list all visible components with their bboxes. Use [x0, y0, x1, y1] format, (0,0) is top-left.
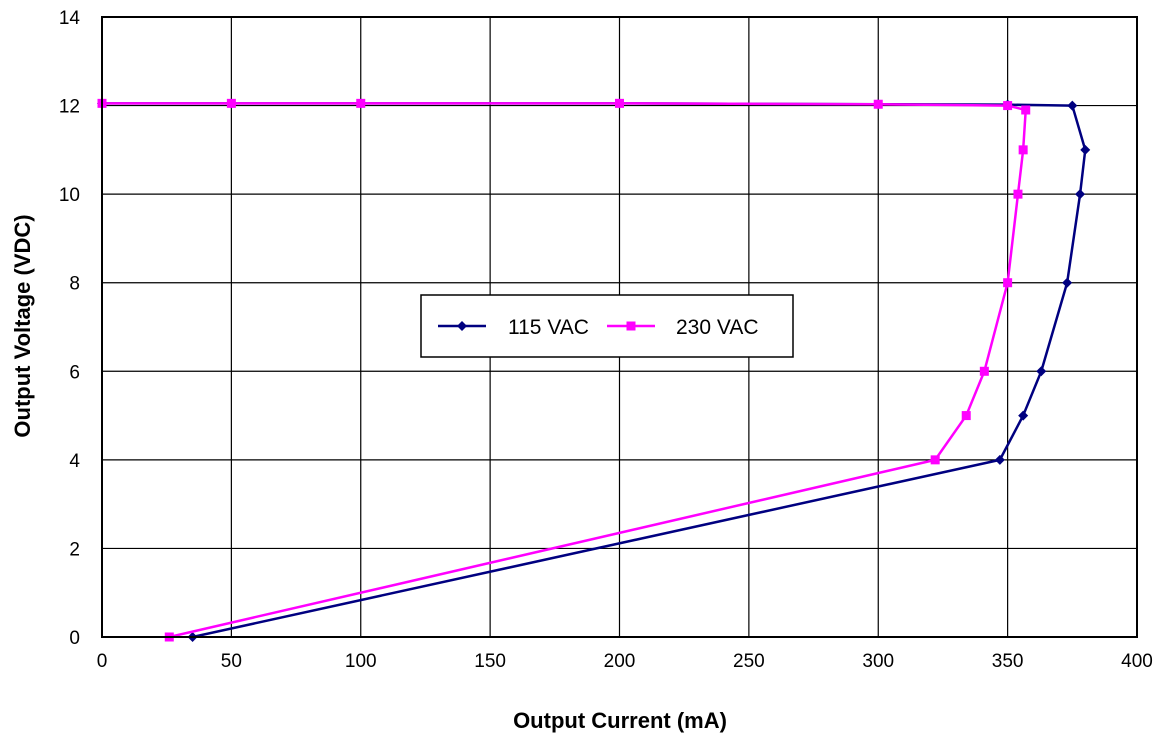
- data-point: [226, 98, 236, 108]
- x-tick-label: 150: [474, 651, 506, 672]
- data-point: [1018, 145, 1028, 155]
- data-point: [1021, 105, 1031, 115]
- x-tick-label: 50: [221, 651, 242, 672]
- x-tick-label: 300: [862, 651, 894, 672]
- x-tick-label: 200: [604, 651, 636, 672]
- data-point: [1003, 278, 1013, 288]
- y-tick-label: 6: [69, 362, 80, 383]
- data-point: [615, 98, 624, 108]
- data-point: [994, 454, 1005, 465]
- data-point: [979, 366, 989, 376]
- series-line-230-vac: [102, 102, 1027, 639]
- data-point: [1003, 101, 1013, 111]
- series-layer: [97, 98, 1091, 642]
- legend-marker: [457, 321, 467, 331]
- legend-marker: [626, 321, 636, 331]
- data-point: [1036, 366, 1047, 377]
- series-line-115-vac: [102, 102, 1087, 639]
- y-tick-label: 8: [69, 274, 80, 295]
- x-tick-label: 250: [733, 651, 765, 672]
- data-point: [1075, 189, 1086, 200]
- data-point: [1013, 189, 1023, 199]
- y-tick-label: 10: [59, 185, 80, 206]
- series-115-vac: [97, 98, 1091, 642]
- legend-label-230-vac: 230 VAC: [676, 316, 759, 339]
- legend: 115 VAC 230 VAC: [420, 294, 794, 358]
- legend-label-115-vac: 115 VAC: [508, 316, 589, 339]
- tick-labels: 0 50 100 150 200 250 300 350 400 0 2 4 6 8 10 12 14: [59, 8, 1153, 672]
- data-point: [1067, 100, 1078, 111]
- x-tick-label: 350: [992, 651, 1024, 672]
- plot-frame: [101, 16, 1138, 638]
- legend-key-115-vac: [438, 321, 486, 331]
- data-point: [961, 411, 971, 421]
- data-point: [1018, 410, 1029, 421]
- x-axis-title: Output Current (mA): [513, 708, 727, 733]
- data-point: [873, 99, 883, 109]
- x-tick-label: 0: [97, 651, 108, 672]
- x-tick-label: 400: [1121, 651, 1153, 672]
- y-axis-title: Output Voltage (VDC): [10, 214, 35, 437]
- y-tick-label: 2: [69, 539, 80, 560]
- data-point: [1062, 277, 1073, 288]
- y-tick-label: 0: [69, 628, 80, 649]
- x-tick-label: 100: [345, 651, 377, 672]
- data-point: [930, 455, 940, 465]
- series-230-vac: [97, 98, 1031, 642]
- legend-key-230-vac: [607, 321, 655, 331]
- y-tick-label: 4: [69, 451, 80, 472]
- data-point: [356, 98, 366, 108]
- data-point: [1080, 144, 1091, 155]
- y-tick-label: 12: [59, 97, 80, 118]
- y-tick-label: 14: [59, 8, 81, 29]
